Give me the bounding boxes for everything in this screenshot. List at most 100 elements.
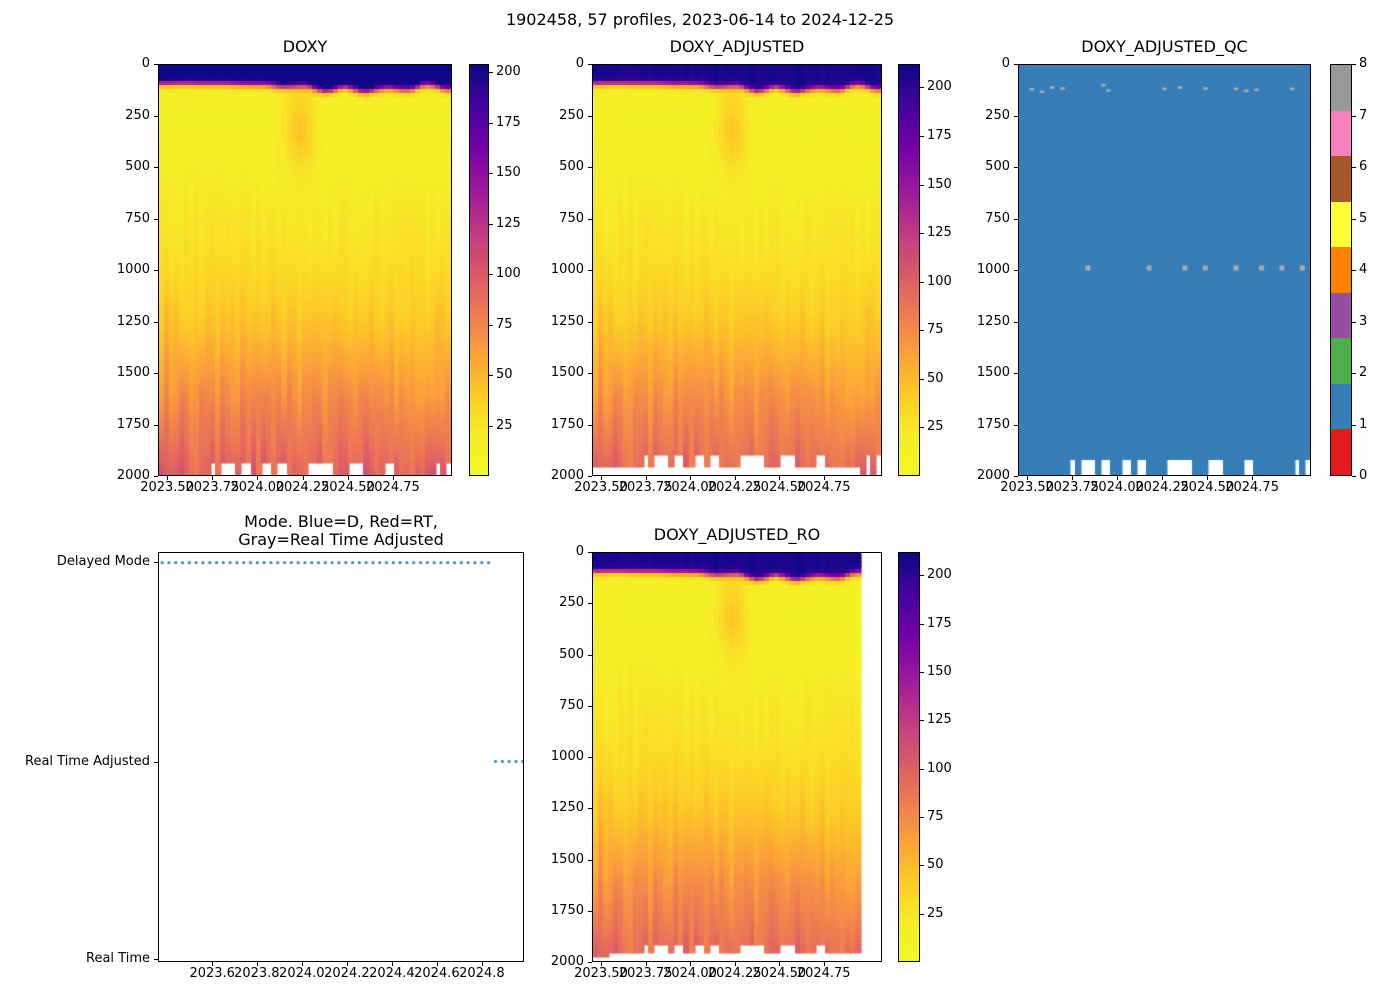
- y-tick-mark: [1014, 373, 1018, 374]
- y-tick-mark: [1014, 321, 1018, 323]
- colorbar-tick-mark: [920, 623, 924, 625]
- y-tick-label: 1250: [550, 800, 584, 816]
- y-tick-label: 1750: [116, 416, 150, 432]
- x-tick-mark: [823, 476, 825, 480]
- qc-colorbar-segment: [1331, 247, 1351, 293]
- x-tick-label: 2023.50: [1000, 480, 1054, 495]
- x-tick-label: 2024.75: [796, 480, 851, 495]
- colorbar-tick-mark: [489, 274, 493, 275]
- x-tick-label: 2023.75: [185, 480, 240, 495]
- y-tick-label: 1750: [550, 416, 584, 432]
- colorbar-tick-label: 175: [927, 127, 952, 143]
- x-tick-label: 2024.4: [369, 966, 415, 981]
- x-tick-label: 2024.50: [752, 480, 807, 495]
- y-tick-label: 500: [559, 646, 584, 662]
- colorbar-tick-mark: [920, 816, 924, 818]
- y-tick-label: 250: [559, 107, 584, 123]
- y-tick-mark: [1014, 115, 1018, 117]
- y-tick-mark: [154, 561, 158, 563]
- x-tick-mark: [690, 962, 691, 966]
- x-tick-mark: [256, 962, 258, 966]
- colorbar-tick-mark: [920, 281, 924, 283]
- y-tick-mark: [1014, 476, 1018, 477]
- x-tick-label: 2023.50: [140, 480, 194, 495]
- colorbar-tick-mark: [1352, 373, 1356, 374]
- x-tick-mark: [1207, 476, 1209, 480]
- y-tick-mark: [1014, 64, 1018, 65]
- x-tick-label: 2024.0: [279, 966, 325, 981]
- colorbar-gradient: [899, 553, 919, 961]
- colorbar-tick-mark: [489, 324, 493, 326]
- colorbar-tick-mark: [489, 72, 493, 74]
- x-tick-label: 2023.50: [574, 966, 628, 981]
- colorbar-tick-mark: [1352, 424, 1356, 426]
- y-tick-mark: [588, 757, 592, 758]
- colorbar-gradient: [899, 65, 919, 475]
- x-tick-label: 2024.8: [459, 966, 505, 981]
- colorbar-tick-mark: [920, 330, 924, 332]
- doxy-adjusted-colorbar: [898, 64, 920, 476]
- x-tick-label: 2023.6: [189, 966, 235, 981]
- x-tick-mark: [1027, 476, 1029, 480]
- x-tick-label: 2024.75: [796, 966, 851, 981]
- panel-doxy-adjusted-qc-axes: [1018, 64, 1311, 476]
- x-tick-label: 2024.6: [414, 966, 460, 981]
- qc-colorbar-segment: [1331, 338, 1351, 384]
- colorbar-tick-mark: [489, 122, 493, 124]
- colorbar-tick-label: 125: [927, 712, 952, 728]
- x-tick-mark: [167, 476, 169, 480]
- y-tick-label: 1250: [976, 313, 1010, 329]
- doxy-adjusted-heatmap-canvas: [593, 65, 881, 475]
- y-tick-label: 1750: [976, 416, 1010, 432]
- colorbar-tick-mark: [920, 913, 924, 915]
- colorbar-tick-label: 75: [927, 322, 944, 338]
- x-tick-mark: [301, 962, 303, 966]
- x-tick-label: 2024.25: [707, 480, 762, 495]
- x-tick-mark: [1252, 476, 1254, 480]
- y-tick-label: 1500: [550, 365, 584, 380]
- y-tick-label: 2000: [550, 954, 584, 969]
- colorbar-tick-label: 100: [927, 760, 952, 776]
- y-tick-mark: [588, 808, 592, 810]
- colorbar-tick-mark: [1352, 321, 1356, 323]
- colorbar-tick-label: 125: [496, 215, 521, 231]
- colorbar-tick-mark: [920, 135, 924, 137]
- y-tick-mark: [588, 167, 592, 168]
- y-tick-label: 2000: [976, 468, 1010, 483]
- x-tick-label: 2023.75: [618, 480, 673, 495]
- x-tick-mark: [601, 962, 602, 966]
- colorbar-tick-mark: [920, 865, 924, 867]
- x-tick-label: 2024.50: [321, 480, 375, 495]
- x-tick-mark: [481, 962, 483, 966]
- panel-doxy-adjusted-ro-axes: [592, 552, 882, 962]
- colorbar-tick-label: 200: [927, 567, 952, 583]
- colorbar-tick-mark: [1352, 115, 1356, 117]
- x-tick-label: 2024.2: [324, 966, 370, 981]
- colorbar-tick-mark: [1352, 64, 1356, 65]
- colorbar-tick-mark: [1352, 167, 1356, 168]
- x-tick-label: 2024.25: [1135, 480, 1190, 495]
- qc-colorbar-segment: [1331, 383, 1351, 430]
- colorbar-tick-label: 50: [927, 370, 944, 386]
- y-tick-label: 250: [125, 107, 150, 123]
- colorbar-tick-label: 7: [1359, 107, 1368, 123]
- y-tick-label: 1000: [976, 262, 1010, 277]
- x-tick-mark: [212, 476, 214, 480]
- y-tick-label: 1000: [116, 262, 150, 277]
- y-tick-label: 500: [985, 159, 1010, 174]
- colorbar-tick-mark: [1352, 218, 1356, 220]
- colorbar-tick-mark: [489, 425, 493, 427]
- x-tick-mark: [1117, 476, 1118, 480]
- x-tick-mark: [1162, 476, 1164, 480]
- y-tick-label: 0: [575, 56, 584, 71]
- colorbar-tick-label: 175: [496, 114, 521, 130]
- doxy-adjusted-ro-colorbar: [898, 552, 920, 962]
- colorbar-tick-mark: [489, 375, 493, 376]
- colorbar-tick-mark: [920, 575, 924, 577]
- colorbar-tick-label: 150: [927, 663, 952, 679]
- colorbar-tick-mark: [920, 720, 924, 722]
- y-tick-label: 2000: [550, 468, 584, 483]
- colorbar-tick-label: 4: [1359, 262, 1368, 277]
- y-tick-label: 1500: [116, 365, 150, 380]
